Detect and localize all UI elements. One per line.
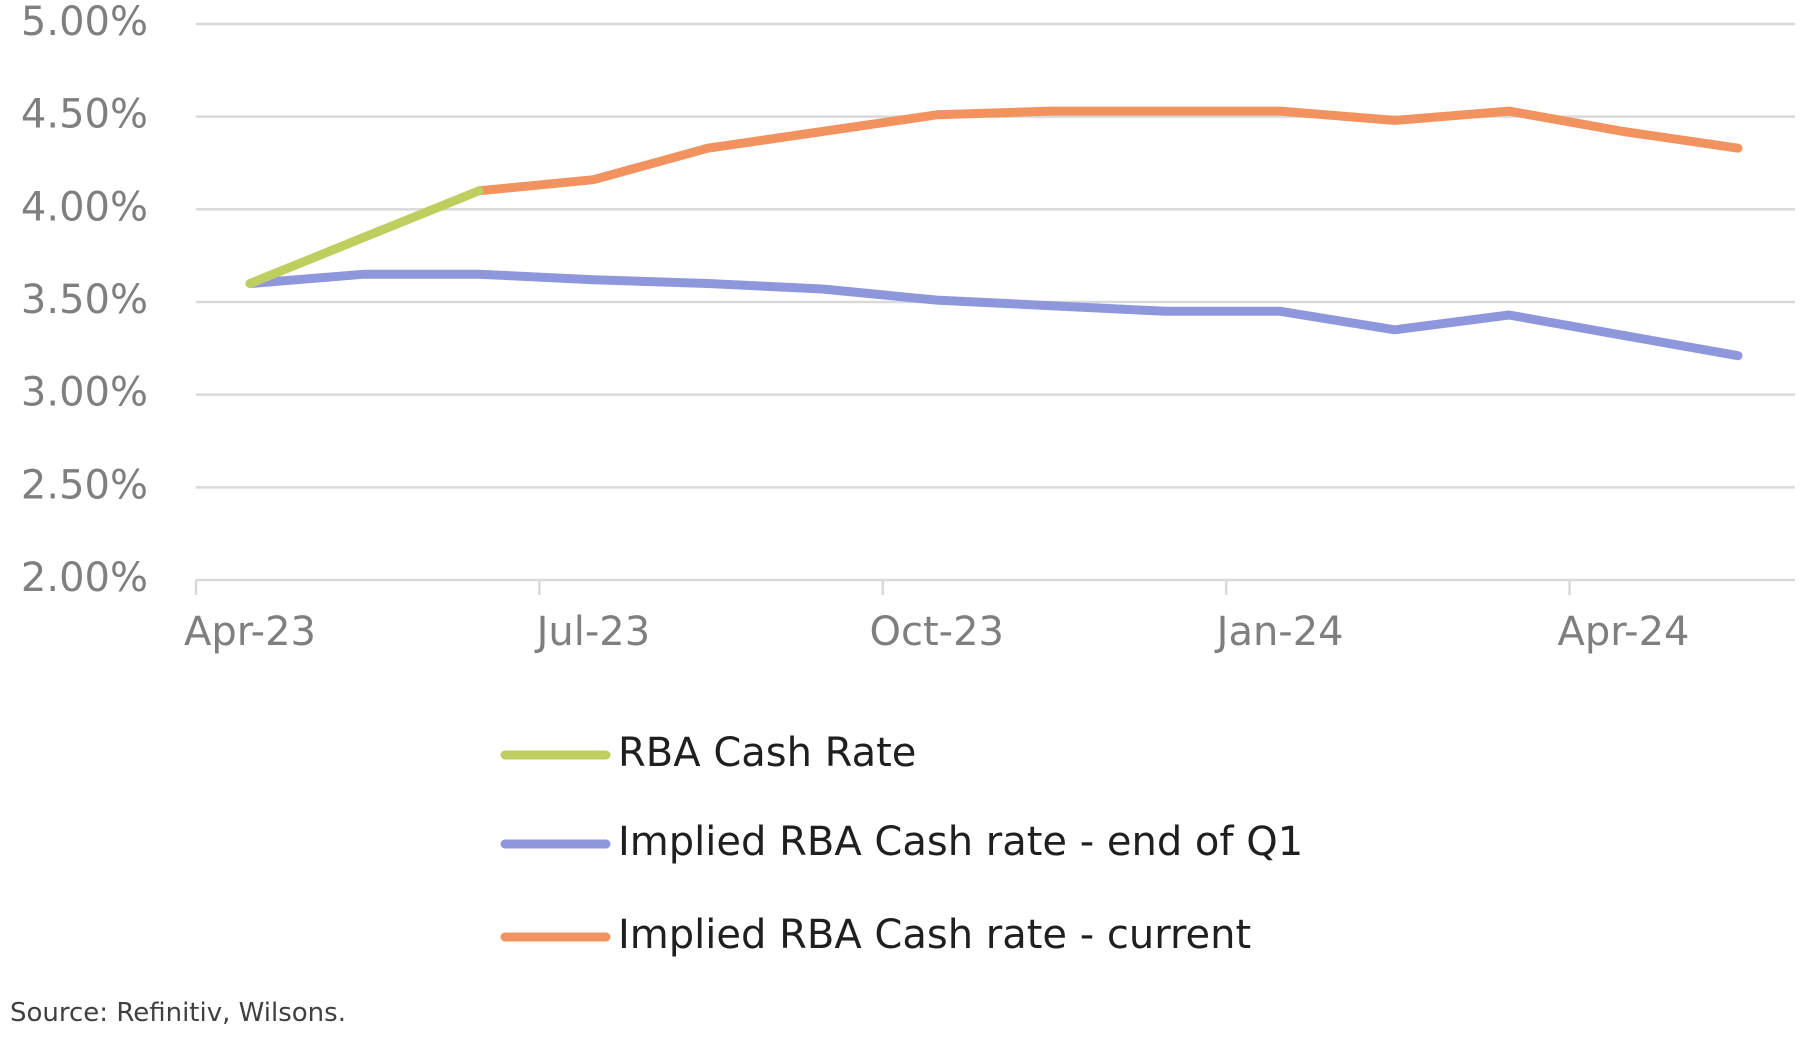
- x-axis: [194, 578, 1795, 595]
- source-note: Source: Refinitiv, Wilsons.: [10, 998, 346, 1028]
- legend-label: Implied RBA Cash rate - end of Q1: [618, 819, 1303, 865]
- y-tick-label: 5.00%: [21, 0, 148, 45]
- y-tick-label: 4.50%: [21, 92, 148, 138]
- series-line-implied-current: [474, 106, 1743, 196]
- series-line-implied-end-q1: [245, 269, 1743, 361]
- x-axis-tick-labels: Apr-23 Jul-23 Oct-23 Jan-24 Apr-24: [184, 609, 1690, 655]
- x-tick-label: Apr-23: [184, 609, 316, 655]
- y-axis-tick-labels: 2.00% 2.50% 3.00% 3.50% 4.00% 4.50% 5.00%: [21, 0, 148, 601]
- legend: RBA Cash Rate Implied RBA Cash rate - end…: [500, 730, 1303, 958]
- x-tick-label: Apr-24: [1558, 609, 1690, 655]
- y-tick-label: 2.50%: [21, 462, 148, 508]
- legend-label: RBA Cash Rate: [618, 730, 916, 776]
- legend-label: Implied RBA Cash rate - current: [618, 912, 1251, 958]
- y-tick-label: 4.00%: [21, 184, 148, 230]
- y-tick-label: 2.00%: [21, 555, 148, 601]
- y-tick-label: 3.50%: [21, 277, 148, 323]
- x-tick-label: Jul-23: [534, 609, 651, 655]
- gridlines: [196, 22, 1795, 489]
- series-lines: [245, 106, 1743, 361]
- x-tick-label: Jan-24: [1214, 609, 1344, 655]
- y-tick-label: 3.00%: [21, 370, 148, 416]
- series-line-rba-cash-rate: [245, 186, 484, 288]
- x-tick-label: Oct-23: [870, 609, 1005, 655]
